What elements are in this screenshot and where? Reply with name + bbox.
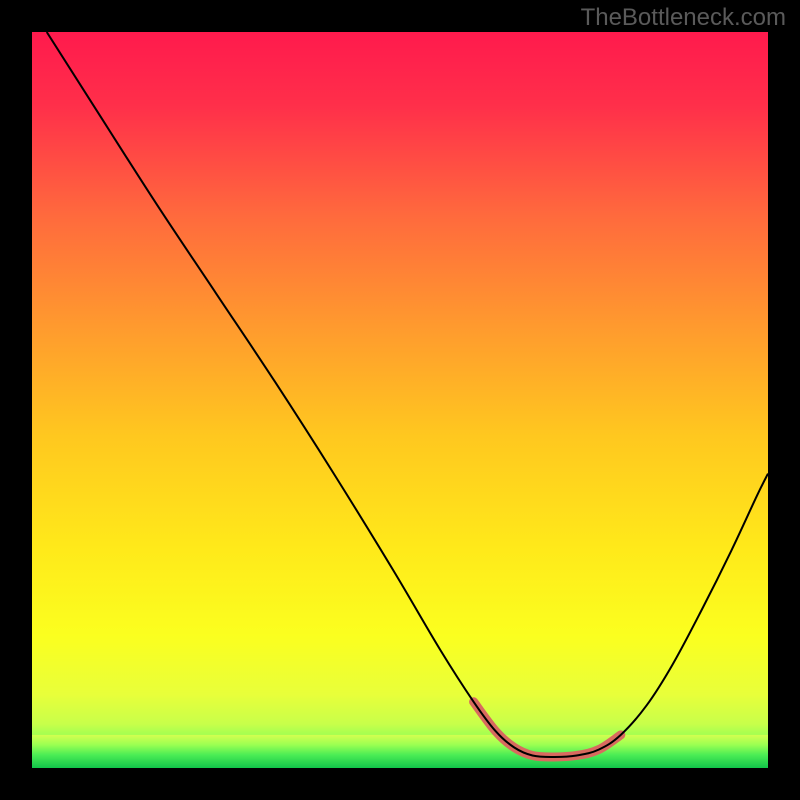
- watermark-text: TheBottleneck.com: [581, 4, 786, 32]
- main-curve-line: [47, 32, 768, 757]
- bottleneck-curve: [32, 32, 768, 768]
- chart-plot-area: [32, 32, 768, 768]
